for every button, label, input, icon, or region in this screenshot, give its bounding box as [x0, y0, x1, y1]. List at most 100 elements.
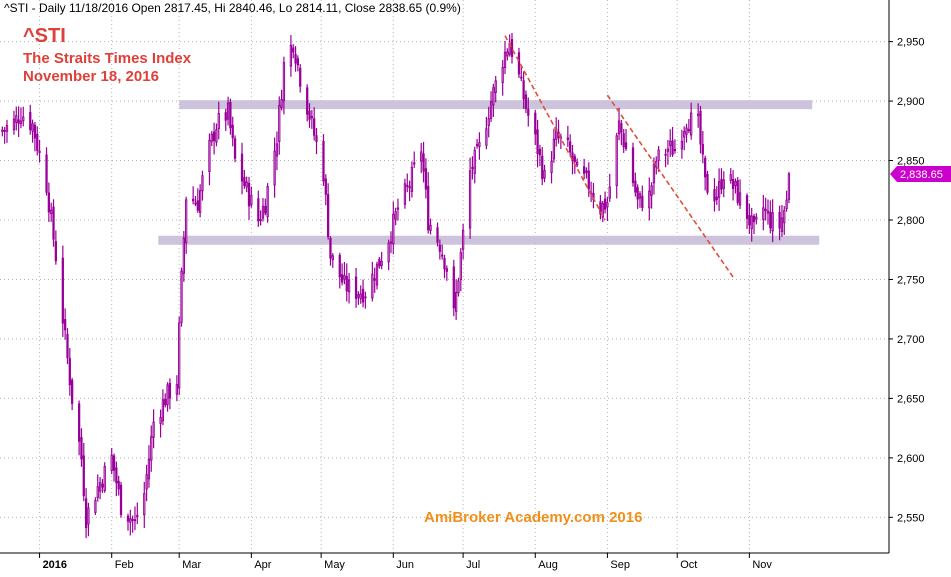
- price-bar-body: [478, 142, 481, 147]
- price-bar-body: [387, 242, 390, 263]
- price-bar-body: [296, 58, 300, 66]
- price-bar-body: [715, 196, 718, 200]
- price-bar-body: [210, 133, 213, 142]
- price-bar-body: [264, 205, 267, 214]
- price-bar-body: [704, 157, 707, 178]
- x-tick-label: Jul: [466, 559, 480, 571]
- price-bar-body: [361, 288, 365, 303]
- x-tick-label: Jun: [396, 559, 414, 571]
- price-bar-body: [543, 170, 546, 179]
- y-tick-label: 2,850: [897, 156, 925, 168]
- x-tick-label: Sep: [610, 559, 630, 571]
- gridlines: [0, 0, 889, 553]
- price-bar-body: [457, 280, 460, 294]
- price-bar-body: [326, 194, 330, 237]
- price-bar-body: [229, 101, 232, 129]
- price-bar-body: [606, 202, 609, 208]
- price-bar-body: [690, 112, 693, 136]
- price-bar-body: [54, 241, 57, 262]
- price-bar-body: [259, 219, 262, 222]
- price-bar-body: [769, 211, 772, 229]
- price-bar-body: [245, 181, 248, 188]
- price-bars: [1, 32, 791, 539]
- price-bar-body: [685, 127, 688, 135]
- price-bar-body: [422, 153, 425, 172]
- price-bar-body: [322, 140, 325, 182]
- price-bar-body: [582, 166, 586, 174]
- price-bar-body: [520, 76, 523, 79]
- price-bar-body: [778, 211, 781, 229]
- price-bar-body: [343, 274, 346, 280]
- price-bar-body: [506, 51, 509, 57]
- price-bar-body: [420, 151, 423, 162]
- price-bar-body: [294, 53, 297, 64]
- price-bar-body: [461, 229, 465, 250]
- price-bar-body: [669, 140, 672, 146]
- price-bar-body: [201, 175, 204, 192]
- price-bar-body: [340, 274, 344, 283]
- chart-subtitle-index: The Straits Times Index: [23, 50, 192, 67]
- price-bar-body: [354, 276, 358, 299]
- price-bar-body: [82, 455, 85, 497]
- price-bar-body: [536, 129, 539, 154]
- price-bar-body: [22, 116, 25, 122]
- y-tick-label: 2,800: [897, 215, 925, 227]
- chart-subtitle-date: November 18, 2016: [23, 68, 159, 85]
- price-bar-body: [510, 39, 514, 57]
- price-bar-body: [527, 108, 530, 116]
- trendlines: [504, 35, 734, 278]
- price-bar-body: [52, 206, 55, 240]
- price-bar-body: [487, 118, 490, 126]
- price-bar-body: [131, 518, 134, 521]
- price-bar-body: [359, 293, 362, 300]
- price-bar-body: [475, 143, 479, 147]
- price-bar-body: [452, 266, 455, 309]
- price-bar-body: [664, 153, 667, 156]
- price-bar-body: [720, 178, 723, 190]
- y-tick-label: 2,950: [897, 37, 925, 49]
- price-bar-body: [736, 180, 739, 203]
- price-bar-body: [601, 203, 604, 218]
- last-value-tag-background: [890, 166, 951, 183]
- price-bar-body: [468, 170, 472, 229]
- price-bar-body: [159, 417, 162, 424]
- price-bar-body: [615, 135, 618, 187]
- price-bar-body: [185, 199, 188, 244]
- price-bar-body: [1, 129, 4, 132]
- price-bar-body: [576, 161, 579, 166]
- price-bar-body: [224, 112, 227, 121]
- price-bar-body: [194, 202, 197, 205]
- price-bar-body: [438, 244, 441, 252]
- price-bar-body: [161, 399, 165, 422]
- price-bar-body: [766, 210, 770, 214]
- price-bar-body: [196, 200, 199, 211]
- price-bar-body: [217, 112, 220, 130]
- price-bar-body: [375, 263, 379, 286]
- price-bar-body: [443, 257, 446, 270]
- price-bar-body: [764, 208, 767, 211]
- last-value-label: 2,838.65: [900, 169, 943, 181]
- price-bar-body: [454, 291, 458, 312]
- price-bar-body: [755, 216, 758, 220]
- price-bar-body: [47, 192, 51, 213]
- price-bar-body: [233, 138, 237, 159]
- price-bar-body: [373, 278, 376, 281]
- price-bar-body: [357, 294, 360, 298]
- price-bar-body: [501, 67, 504, 84]
- price-bar-body: [406, 184, 409, 187]
- price-bar-body: [143, 493, 146, 516]
- price-bar-body: [96, 486, 99, 498]
- price-bar-body: [722, 179, 725, 189]
- price-bar-body: [17, 119, 20, 124]
- y-tick-label: 2,650: [897, 393, 925, 405]
- x-tick-label: Feb: [115, 559, 134, 571]
- price-bar-body: [441, 254, 444, 257]
- price-bar-body: [50, 209, 53, 215]
- price-bar-body: [38, 150, 41, 153]
- price-bar-body: [33, 124, 37, 139]
- price-bar-body: [329, 237, 332, 259]
- price-bar-body: [569, 141, 572, 153]
- price-bar-body: [112, 455, 116, 471]
- price-bar-body: [729, 174, 732, 181]
- price-bar-body: [306, 87, 309, 115]
